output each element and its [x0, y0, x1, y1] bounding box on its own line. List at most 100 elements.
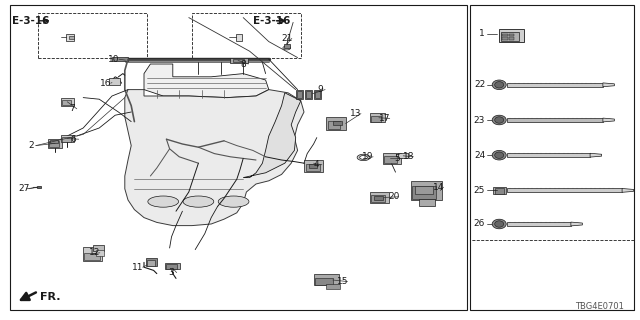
Bar: [10, 5, 467, 310]
Ellipse shape: [492, 150, 506, 160]
Bar: [415, 186, 433, 194]
Bar: [37, 186, 41, 188]
Bar: [412, 186, 436, 199]
Ellipse shape: [148, 196, 179, 207]
Text: 25: 25: [474, 186, 485, 195]
Bar: [296, 90, 303, 99]
Bar: [38, 13, 147, 58]
Text: 23: 23: [474, 116, 485, 124]
Polygon shape: [243, 93, 301, 178]
Bar: [146, 258, 157, 266]
Bar: [507, 222, 571, 226]
Bar: [507, 188, 622, 192]
Text: 1: 1: [479, 29, 485, 38]
Polygon shape: [603, 118, 614, 122]
Bar: [502, 37, 508, 40]
Bar: [398, 153, 408, 158]
Bar: [93, 245, 104, 251]
Bar: [192, 13, 301, 58]
Text: 6: 6: [71, 135, 76, 144]
Bar: [83, 247, 102, 261]
Text: E-3-16: E-3-16: [12, 16, 49, 26]
Bar: [48, 139, 62, 148]
Text: 2: 2: [28, 141, 33, 150]
Polygon shape: [590, 153, 602, 157]
Text: 27: 27: [18, 184, 29, 193]
Bar: [383, 153, 401, 164]
Text: 26: 26: [474, 220, 485, 228]
Bar: [333, 121, 342, 125]
Text: 22: 22: [474, 80, 485, 89]
Text: 11: 11: [132, 263, 143, 272]
Text: 3: 3: [169, 268, 174, 277]
Ellipse shape: [495, 221, 504, 227]
Bar: [84, 253, 100, 260]
Bar: [314, 274, 339, 285]
Ellipse shape: [183, 196, 214, 207]
Bar: [297, 91, 302, 98]
Bar: [306, 91, 311, 98]
Ellipse shape: [495, 82, 504, 88]
Bar: [304, 160, 323, 172]
Bar: [411, 181, 442, 200]
Bar: [326, 117, 346, 130]
Bar: [384, 156, 397, 163]
Bar: [314, 90, 321, 99]
Polygon shape: [125, 90, 304, 226]
Bar: [305, 90, 312, 99]
Text: 20: 20: [388, 192, 399, 201]
Bar: [371, 195, 385, 202]
Ellipse shape: [495, 117, 504, 123]
Bar: [499, 29, 524, 42]
Text: 4: 4: [314, 160, 319, 169]
Bar: [493, 187, 506, 194]
Ellipse shape: [495, 152, 504, 158]
Text: TBG4E0701: TBG4E0701: [575, 302, 624, 311]
Bar: [109, 78, 120, 85]
Text: 12: 12: [89, 248, 100, 257]
Text: 17: 17: [379, 114, 390, 123]
Bar: [371, 116, 381, 122]
Text: 5: 5: [394, 154, 399, 163]
Bar: [166, 264, 177, 269]
Bar: [495, 188, 504, 194]
Text: 8: 8: [241, 60, 246, 68]
Bar: [507, 153, 590, 157]
Bar: [370, 113, 385, 122]
Polygon shape: [571, 222, 582, 226]
Ellipse shape: [492, 219, 506, 229]
Bar: [69, 36, 74, 39]
Bar: [61, 98, 74, 106]
Bar: [236, 34, 242, 41]
Bar: [509, 34, 514, 36]
Text: 24: 24: [474, 151, 485, 160]
Text: 15: 15: [337, 277, 348, 286]
Bar: [50, 140, 58, 143]
Ellipse shape: [492, 115, 506, 125]
Bar: [315, 91, 320, 98]
Text: FR.: FR.: [40, 292, 60, 302]
Bar: [96, 250, 104, 256]
Bar: [419, 199, 435, 206]
Bar: [112, 57, 128, 61]
Bar: [233, 59, 244, 62]
Bar: [507, 83, 603, 87]
Polygon shape: [144, 64, 269, 98]
Polygon shape: [622, 188, 634, 192]
Bar: [165, 263, 180, 269]
Bar: [62, 100, 71, 105]
Bar: [470, 5, 634, 310]
Bar: [507, 118, 603, 122]
Bar: [309, 164, 317, 168]
Text: E-3-16: E-3-16: [253, 16, 290, 26]
Bar: [230, 58, 248, 63]
Bar: [62, 137, 71, 142]
Text: 16: 16: [100, 79, 111, 88]
Bar: [326, 284, 340, 289]
Bar: [315, 278, 333, 285]
Bar: [370, 192, 389, 203]
Text: 21: 21: [281, 34, 292, 43]
Bar: [306, 164, 320, 171]
Text: 7: 7: [69, 104, 74, 113]
Ellipse shape: [492, 80, 506, 90]
